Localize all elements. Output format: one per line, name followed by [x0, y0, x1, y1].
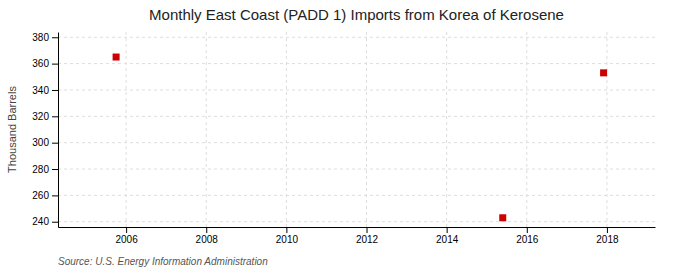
tick-label: 2008 [196, 234, 219, 245]
chart: 2006 2008 2010 2012 2014 2016 2018 240 260 280 300… [0, 0, 675, 275]
grid-line [58, 221, 655, 222]
tick-label: 2014 [436, 234, 459, 245]
grid-line [526, 32, 527, 227]
x-axis: 2006 2008 2010 2012 2014 2016 2018 [59, 227, 656, 245]
grid-line [206, 32, 207, 227]
tick-label: 2006 [115, 234, 138, 245]
tick-mark [286, 227, 287, 233]
tick-label: 2018 [596, 234, 619, 245]
grid-line [58, 37, 655, 38]
axis-line [59, 227, 656, 228]
tick: 2014 [436, 227, 459, 245]
tick: 340 [32, 85, 58, 96]
tick: 240 [32, 216, 58, 227]
point [113, 54, 120, 61]
tick: 2012 [356, 227, 379, 245]
tick-mark [126, 227, 127, 233]
tick-label: 240 [32, 216, 49, 227]
tick-mark [52, 222, 58, 223]
point [600, 69, 607, 76]
grid-line [446, 32, 447, 227]
grid-line [286, 32, 287, 227]
tick: 2010 [276, 227, 299, 245]
grid-line [606, 32, 607, 227]
tick: 2018 [596, 227, 619, 245]
tick-label: 2016 [516, 234, 539, 245]
source: Source: U.S. Energy Information Administ… [58, 256, 268, 267]
tick-label: 2010 [276, 234, 299, 245]
y-axis: 240 260 280 300 320 340 360 380 [32, 32, 58, 228]
grid-line [58, 63, 655, 64]
tick-mark [527, 227, 528, 233]
grid-line [58, 169, 655, 170]
tick-mark [52, 169, 58, 170]
tick-label: 260 [32, 190, 49, 201]
grid-line [58, 195, 655, 196]
grid-line [58, 89, 655, 90]
tick: 2008 [196, 227, 219, 245]
tick-mark [52, 64, 58, 65]
grid-line [126, 32, 127, 227]
tick-mark [367, 227, 368, 233]
grid-line [58, 142, 655, 143]
tick: 2016 [516, 227, 539, 245]
tick: 260 [32, 190, 58, 201]
tick-mark [52, 143, 58, 144]
tick-label: 300 [32, 137, 49, 148]
point [499, 214, 506, 221]
tick-label: 2012 [356, 234, 379, 245]
tick: 2006 [115, 227, 138, 245]
tick-mark [607, 227, 608, 233]
y-axis-label: Thousand Barrels [6, 86, 18, 173]
tick: 320 [32, 111, 58, 122]
plot: 2006 2008 2010 2012 2014 2016 2018 240 260 280 300… [32, 32, 655, 245]
points [113, 54, 607, 222]
tick-mark [206, 227, 207, 233]
tick: 280 [32, 164, 58, 175]
tick-label: 380 [32, 32, 49, 43]
tick-label: 360 [32, 58, 49, 69]
tick-mark [52, 37, 58, 38]
axis-line [58, 33, 59, 228]
tick-mark [52, 116, 58, 117]
tick-mark [52, 90, 58, 91]
tick: 360 [32, 58, 58, 69]
grid [58, 32, 655, 227]
grid-line [58, 116, 655, 117]
grid-line [366, 32, 367, 227]
title: Monthly East Coast (PADD 1) Imports from… [149, 6, 564, 23]
tick-label: 280 [32, 164, 49, 175]
tick-mark [52, 195, 58, 196]
tick-label: 340 [32, 85, 49, 96]
tick: 380 [32, 32, 58, 43]
tick: 300 [32, 137, 58, 148]
tick-mark [447, 227, 448, 233]
tick-label: 320 [32, 111, 49, 122]
